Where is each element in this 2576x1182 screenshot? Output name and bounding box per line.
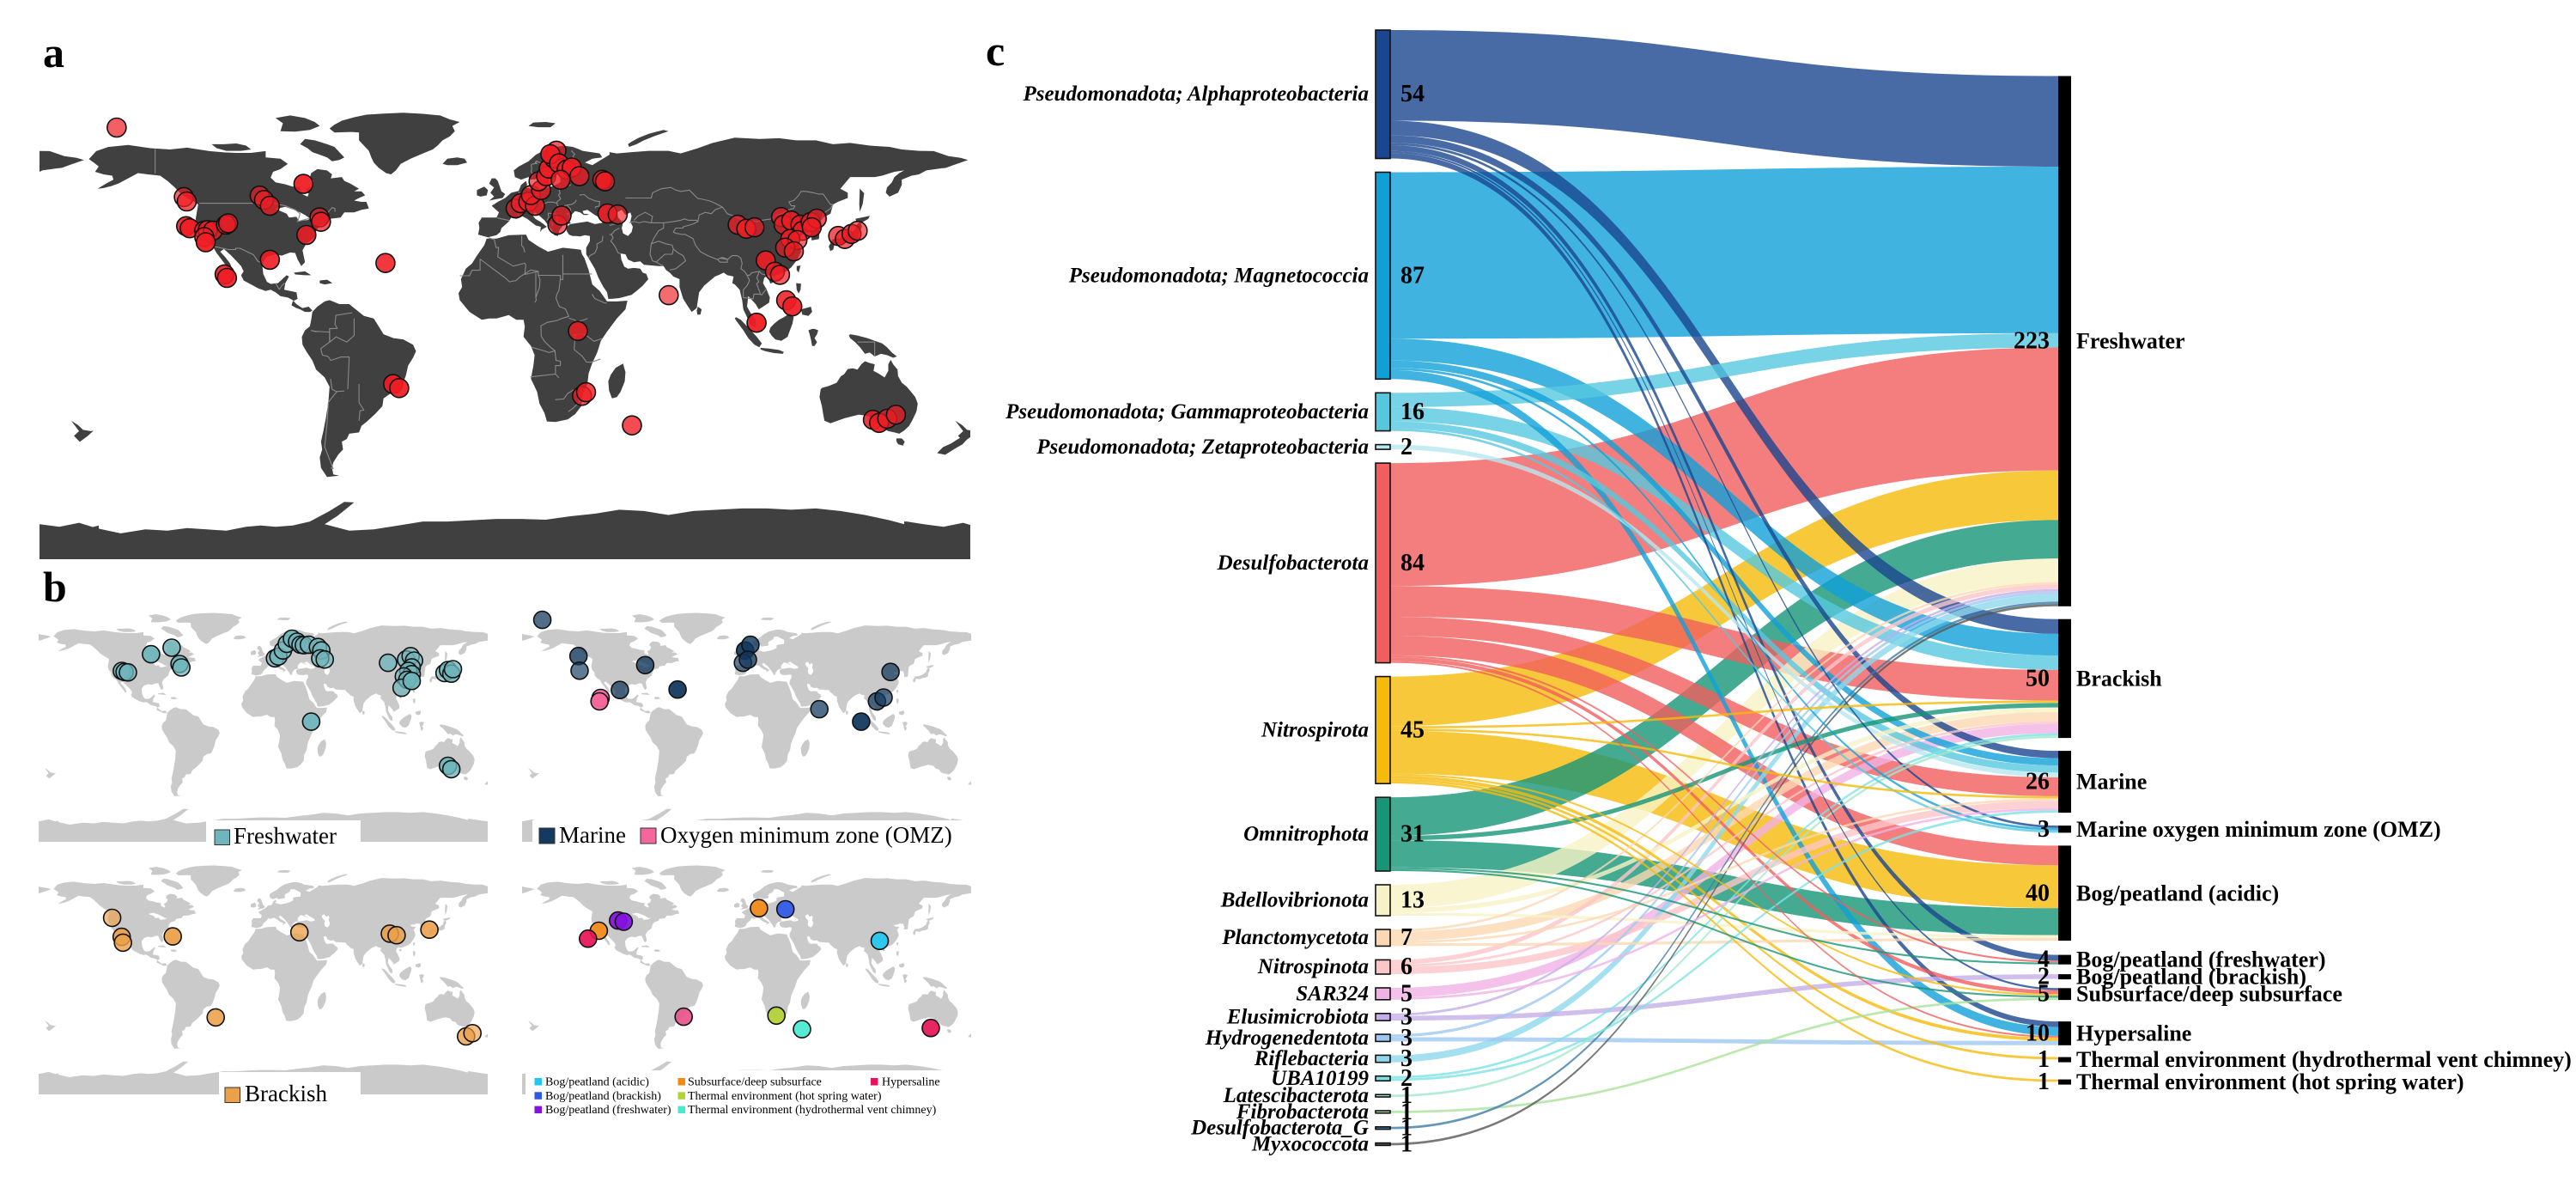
svg-text:Hydrogenedentota: Hydrogenedentota xyxy=(1205,1027,1369,1050)
svg-text:Thermal environment (hydrother: Thermal environment (hydrothermal vent c… xyxy=(688,1104,937,1117)
svg-text:Bog/peatland (freshwater): Bog/peatland (freshwater) xyxy=(545,1104,671,1117)
svg-text:Omnitrophota: Omnitrophota xyxy=(1243,823,1369,846)
svg-text:10: 10 xyxy=(2026,1020,2050,1046)
svg-text:c: c xyxy=(986,27,1005,75)
svg-text:1: 1 xyxy=(1400,1082,1413,1109)
svg-text:6: 6 xyxy=(1400,954,1413,980)
svg-text:Subsurface/deep subsurface: Subsurface/deep subsurface xyxy=(688,1076,822,1089)
svg-text:Brackish: Brackish xyxy=(2076,666,2162,691)
svg-text:Marine: Marine xyxy=(559,822,626,848)
svg-text:223: 223 xyxy=(2014,328,2050,355)
svg-text:Bog/peatland (freshwater): Bog/peatland (freshwater) xyxy=(2076,947,2326,972)
svg-text:31: 31 xyxy=(1400,821,1425,848)
svg-text:Bog/peatland (brackish): Bog/peatland (brackish) xyxy=(2076,965,2306,990)
svg-text:Subsurface/deep subsurface: Subsurface/deep subsurface xyxy=(2076,982,2342,1007)
svg-text:84: 84 xyxy=(1400,550,1425,576)
svg-text:45: 45 xyxy=(1400,716,1425,743)
svg-text:Desulfobacterota: Desulfobacterota xyxy=(1217,551,1369,575)
svg-text:Hypersaline: Hypersaline xyxy=(882,1076,940,1089)
svg-text:2: 2 xyxy=(1400,1065,1413,1092)
svg-text:1: 1 xyxy=(2038,1069,2050,1095)
svg-text:Marine: Marine xyxy=(2076,770,2147,795)
svg-text:3: 3 xyxy=(1400,1004,1413,1031)
svg-text:Brackish: Brackish xyxy=(245,1081,327,1106)
svg-text:Pseudomonadota; Zetaproteobact: Pseudomonadota; Zetaproteobacteria xyxy=(1036,436,1369,459)
svg-text:40: 40 xyxy=(2026,880,2050,906)
svg-text:Bog/peatland (acidic): Bog/peatland (acidic) xyxy=(545,1076,649,1089)
svg-text:Freshwater: Freshwater xyxy=(2076,329,2185,354)
svg-text:2: 2 xyxy=(2038,964,2050,990)
svg-text:1: 1 xyxy=(1400,1099,1413,1125)
svg-text:Elusimicrobiota: Elusimicrobiota xyxy=(1226,1006,1369,1029)
svg-text:a: a xyxy=(43,28,64,76)
svg-text:Desulfobacterota_G: Desulfobacterota_G xyxy=(1190,1117,1369,1140)
svg-text:16: 16 xyxy=(1400,399,1425,425)
svg-text:Nitrospinota: Nitrospinota xyxy=(1257,955,1369,978)
svg-text:Pseudomonadota; Magnetococcia: Pseudomonadota; Magnetococcia xyxy=(1068,264,1369,287)
svg-text:Nitrospirota: Nitrospirota xyxy=(1261,718,1369,741)
svg-text:26: 26 xyxy=(2026,769,2050,795)
svg-text:Marine oxygen minimum zone (OM: Marine oxygen minimum zone (OMZ) xyxy=(2076,817,2441,842)
svg-text:Thermal environment (hot sprin: Thermal environment (hot spring water) xyxy=(2076,1069,2464,1094)
svg-text:2: 2 xyxy=(1400,434,1413,460)
svg-text:Bog/peatland (acidic): Bog/peatland (acidic) xyxy=(2076,880,2279,905)
svg-text:Bdellovibrionota: Bdellovibrionota xyxy=(1220,889,1369,912)
svg-text:Oxygen minimum zone (OMZ): Oxygen minimum zone (OMZ) xyxy=(660,822,952,848)
svg-text:b: b xyxy=(43,563,67,611)
svg-text:54: 54 xyxy=(1400,81,1425,107)
svg-text:Latescibacterota: Latescibacterota xyxy=(1223,1084,1369,1107)
svg-text:Thermal environment (hot sprin: Thermal environment (hot spring water) xyxy=(688,1090,882,1103)
svg-text:87: 87 xyxy=(1400,262,1425,289)
svg-text:7: 7 xyxy=(1400,924,1413,951)
svg-text:5: 5 xyxy=(2038,981,2050,1008)
svg-text:1: 1 xyxy=(2038,1046,2050,1073)
svg-text:Myxococcota: Myxococcota xyxy=(1251,1132,1369,1155)
svg-text:Pseudomonadota; Gammaproteobac: Pseudomonadota; Gammaproteobacteria xyxy=(1005,400,1369,423)
svg-text:3: 3 xyxy=(2038,816,2050,843)
svg-text:1: 1 xyxy=(1400,1115,1413,1142)
svg-text:Thermal environment (hydrother: Thermal environment (hydrothermal vent c… xyxy=(2076,1047,2572,1072)
svg-text:Hypersaline: Hypersaline xyxy=(2076,1021,2191,1045)
svg-text:3: 3 xyxy=(1400,1045,1413,1072)
svg-text:50: 50 xyxy=(2026,665,2050,692)
svg-text:Fibrobacterota: Fibrobacterota xyxy=(1236,1100,1369,1124)
svg-text:5: 5 xyxy=(1400,980,1413,1007)
svg-text:Riflebacteria: Riflebacteria xyxy=(1254,1047,1369,1070)
svg-text:1: 1 xyxy=(1400,1130,1413,1157)
svg-text:Freshwater: Freshwater xyxy=(234,823,337,849)
svg-text:Planctomycetota: Planctomycetota xyxy=(1221,926,1369,949)
svg-text:13: 13 xyxy=(1400,887,1425,914)
svg-text:3: 3 xyxy=(1400,1025,1413,1051)
svg-text:SAR324: SAR324 xyxy=(1296,982,1369,1005)
svg-text:Pseudomonadota; Alphaproteobac: Pseudomonadota; Alphaproteobacteria xyxy=(1022,82,1369,106)
svg-text:UBA10199: UBA10199 xyxy=(1271,1067,1369,1090)
svg-text:4: 4 xyxy=(2038,947,2050,973)
svg-text:Bog/peatland (brackish): Bog/peatland (brackish) xyxy=(545,1090,661,1103)
